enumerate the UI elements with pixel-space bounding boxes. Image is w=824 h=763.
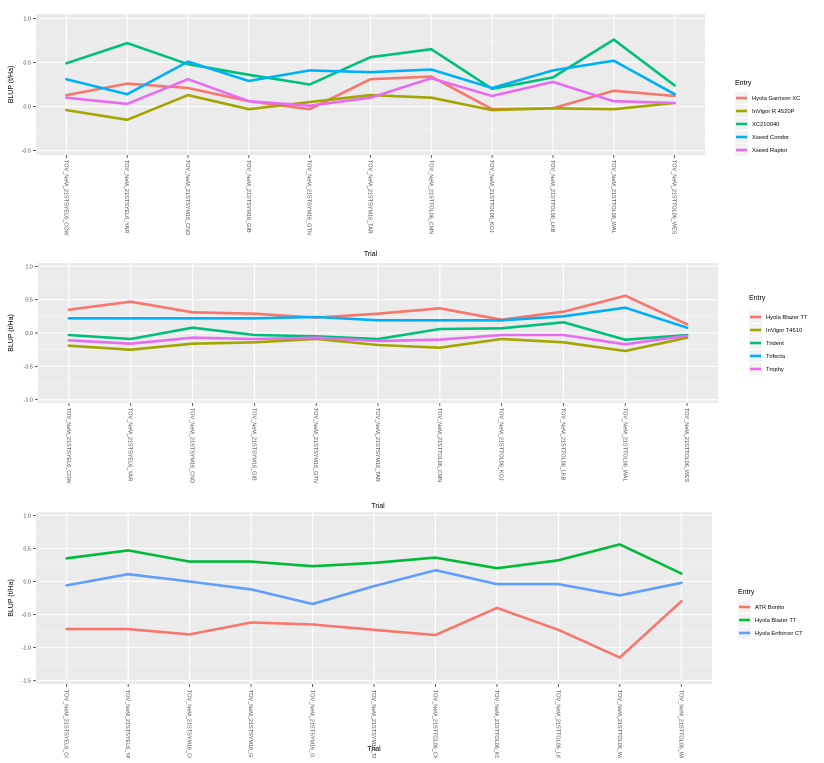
x-tick-label: TOV_NeM_21STTOL06_WES xyxy=(671,160,677,235)
legend-entry: Xseed Raptor xyxy=(752,148,788,154)
y-axis-title: BLUP (t/Ha) xyxy=(8,314,15,352)
series-line-1 xyxy=(65,599,683,659)
x-tick-label: TOV_NeM_21STTOL06_LKB xyxy=(559,408,565,481)
x-tick-label: TOV_NeM_21STSYM16_TAR xyxy=(374,408,380,482)
x-tick-label: TOV_NeM_21STSYEL6_COW xyxy=(62,160,68,237)
y-tick-label: -0.5 xyxy=(24,364,33,370)
x-tick-label: TOV_NeM_21STSYM16_GIB xyxy=(250,408,256,481)
x-tick-label: TOV_NeM_21STTOL06_WAL xyxy=(621,408,627,482)
legend: Entry Hyola Blazer TT InVigor T4510 Trident… xyxy=(749,295,808,375)
legend-entry: ATR Bonito xyxy=(755,605,784,611)
x-tick-label: TOV_NeM_21STTOL06_CMN xyxy=(431,690,437,758)
x-tick-label: TOV_NeM_21STSYM16_GTN xyxy=(309,690,315,758)
legend-entry: Trident xyxy=(766,341,784,347)
y-tick-label: -0.5 xyxy=(22,149,31,155)
x-axis-title: Trial xyxy=(367,746,381,753)
x-tick-label: TOV_NeM_21STSYEL6_COW xyxy=(63,690,69,758)
series-line-2 xyxy=(65,93,676,122)
series-line-3 xyxy=(67,320,689,342)
x-tick-label: TOV_NeM_21STSYEL6_YAR xyxy=(123,160,129,233)
y-tick-label: 1.0 xyxy=(23,513,31,519)
y-tick-label: 0.5 xyxy=(23,546,31,552)
y-tick-label: 0.5 xyxy=(23,60,31,66)
chart-panel-2: -1.0 -0.5 0.0 0.5 1.0 TOV_NeM_21STSYEL6_COW TO… xyxy=(8,263,808,510)
x-tick-label: TOV_NeM_21STTOL06_KOJ xyxy=(493,690,499,758)
y-tick-label: 0.5 xyxy=(25,298,33,304)
x-tick-label: TOV_NeM_21STTOL06_WES xyxy=(683,408,689,483)
legend-entry: Hyola Garrison XC xyxy=(752,96,800,102)
x-tick-label: TOV_NeM_21STTOL06_KOJ xyxy=(488,160,494,233)
y-axis-title: BLUP (t/Ha) xyxy=(8,579,15,617)
series-line-5 xyxy=(65,77,676,107)
y-tick-label: 1.0 xyxy=(25,264,33,270)
legend-entry: Xseed Condor xyxy=(752,135,789,141)
x-tick-label: TOV_NeM_21STSYM16_CND xyxy=(189,408,195,483)
x-tick-label: TOV_NeM_21STSYM16_CND xyxy=(184,160,190,235)
chart-panel-3: -1.5 -1.0 -0.5 0.0 0.5 1.0 TOV_NeM_21STSYEL6_C… xyxy=(8,512,803,763)
legend-entry: Hyola Blazer TT xyxy=(766,315,808,321)
x-tick-label: TOV_NeM_21STSYEL6_YAR xyxy=(124,690,130,758)
x-tick-label: TOV_NeM_21STTOL06_WES xyxy=(677,690,683,758)
y-tick-label: 1.0 xyxy=(23,16,31,22)
x-tick-label: TOV_NeM_21STTOL06_WAL xyxy=(610,160,616,234)
x-tick-label: TOV_NeM_21STTOL06_LKB xyxy=(549,160,555,233)
x-tick-label: TOV_NeM_21STSYEL6_YAR xyxy=(127,408,133,481)
y-axis-title: BLUP (t/Ha) xyxy=(8,66,15,104)
series-line-3 xyxy=(65,568,683,606)
x-tick-label: TOV_NeM_21STTOL06_LKB xyxy=(554,690,560,758)
series-line-3 xyxy=(65,38,676,91)
x-tick-label: TOV_NeM_21STSYM16_GTN xyxy=(306,160,312,235)
y-tick-label: 0.0 xyxy=(23,105,31,111)
x-tick-label: TOV_NeM_21STSYM16_CND xyxy=(186,690,192,758)
legend-title: Entry xyxy=(738,589,755,596)
series-line-4 xyxy=(67,306,689,330)
series-line-2 xyxy=(67,336,689,353)
x-tick-label: TOV_NeM_21STSYM16_GIB xyxy=(247,690,253,758)
x-tick-label: TOV_NeM_21STSYM16_TAR xyxy=(370,690,376,758)
legend: Entry ATR Bonito Hyola Blazer TT Hyola Enfo… xyxy=(738,589,803,639)
x-tick-label: TOV_NeM_21STTOL06_CMN xyxy=(427,160,433,234)
y-tick-label: -1.5 xyxy=(22,679,31,685)
x-tick-label: TOV_NeM_21STTOL06_WAL xyxy=(616,690,622,758)
legend-title: Entry xyxy=(735,80,752,87)
y-tick-label: -0.5 xyxy=(22,613,31,619)
series-line-4 xyxy=(65,59,676,96)
legend-entry: XC210040 xyxy=(752,122,779,128)
series-line-1 xyxy=(67,294,689,326)
legend-entry: Hyola Enforcer CT xyxy=(755,631,803,637)
legend-entry: InVigor T4510 xyxy=(766,328,802,334)
series-line-2 xyxy=(65,543,683,575)
series-line-5 xyxy=(67,333,689,346)
x-tick-label: TOV_NeM_21STSYM16_GTN xyxy=(312,408,318,483)
x-tick-label: TOV_NeM_21STSYM16_TAR xyxy=(367,160,373,234)
x-tick-label: TOV_NeM_21STSYEL6_COW xyxy=(65,408,71,485)
legend: Entry Hyola Garrison XC InVigor R 4520P XC2… xyxy=(735,80,800,156)
legend-entry: InVigor R 4520P xyxy=(752,109,795,115)
x-axis-title: Trial xyxy=(371,503,385,510)
x-axis-title: Trial xyxy=(364,251,378,258)
x-tick-label: TOV_NeM_21STTOL06_CMN xyxy=(436,408,442,482)
chart-panel-1: -0.5 0.0 0.5 1.0 TOV_NeM_21STSYEL6_COW TOV_Ne… xyxy=(8,14,800,258)
x-tick-label: TOV_NeM_21STTOL06_KOJ xyxy=(498,408,504,481)
legend-entry: Trophy xyxy=(766,367,784,373)
x-tick-label: TOV_NeM_21STSYM16_GIB xyxy=(245,160,251,233)
legend-title: Entry xyxy=(749,295,766,302)
y-tick-label: -1.0 xyxy=(24,398,33,404)
legend-entry: Trifecta xyxy=(766,354,786,360)
y-tick-label: 0.0 xyxy=(23,579,31,585)
legend-entry: Hyola Blazer TT xyxy=(755,618,797,624)
y-tick-label: 0.0 xyxy=(25,331,33,337)
y-tick-label: -1.0 xyxy=(22,646,31,652)
